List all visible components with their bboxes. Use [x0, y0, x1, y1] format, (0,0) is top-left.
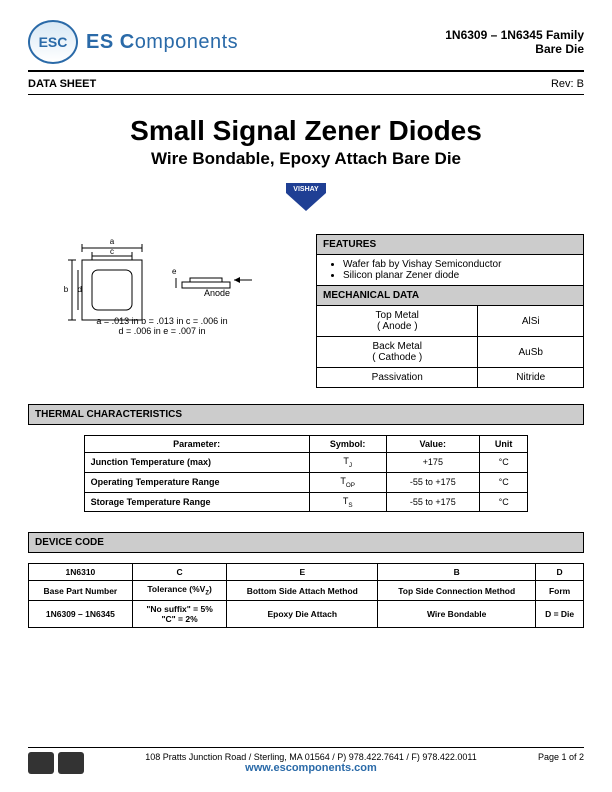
device-code-table: 1N6310 C E B D Base Part Number Toleranc… — [28, 563, 584, 628]
thermal-section-head: THERMAL CHARACTERISTICS — [28, 404, 584, 425]
svg-text:d: d — [78, 285, 82, 294]
header-bar: ESC ES Components 1N6309 – 1N6345 Family… — [28, 20, 584, 72]
footer-address: 108 Pratts Junction Road / Sterling, MA … — [84, 752, 538, 762]
title-block: Small Signal Zener Diodes Wire Bondable,… — [28, 115, 584, 169]
features-head: FEATURES — [317, 235, 584, 255]
svg-text:c: c — [110, 247, 114, 256]
page-footer: 108 Pratts Junction Road / Sterling, MA … — [28, 747, 584, 774]
device-code-section-head: DEVICE CODE — [28, 532, 584, 553]
table-row: 1N6310 C E B D — [29, 564, 584, 581]
table-row: Storage Temperature Range TS -55 to +175… — [84, 492, 528, 512]
footer-center: 108 Pratts Junction Road / Sterling, MA … — [84, 752, 538, 774]
svg-text:VISHAY: VISHAY — [293, 186, 319, 193]
features-body: Wafer fab by Vishay Semiconductor Silico… — [317, 255, 584, 286]
cert-badge-icon — [58, 752, 84, 774]
table-row: 1N6309 – 1N6345 "No suffix" = 5% "C" = 2… — [29, 601, 584, 628]
footer-url: www.escomponents.com — [84, 762, 538, 774]
features-mechanical-block: FEATURES Wafer fab by Vishay Semiconduct… — [316, 234, 584, 388]
table-row: Base Part Number Tolerance (%VZ) Bottom … — [29, 581, 584, 601]
mid-section: a c b d e Anode a = .01 — [28, 234, 584, 388]
table-row: Operating Temperature Range TOP -55 to +… — [84, 472, 528, 492]
table-header-row: Parameter: Symbol: Value: Unit — [84, 436, 528, 453]
anode-label: Anode — [204, 288, 244, 298]
part-family: 1N6309 – 1N6345 Family — [445, 28, 584, 42]
table-row: PassivationNitride — [317, 368, 584, 388]
feature-item: Wafer fab by Vishay Semiconductor — [343, 259, 577, 270]
svg-text:b: b — [64, 285, 69, 294]
company-name: ES Components — [86, 31, 238, 54]
logo-letters: ESC — [39, 34, 68, 50]
footer-badges — [28, 752, 84, 774]
vishay-logo-icon: VISHAY — [278, 179, 334, 215]
feature-item: Silicon planar Zener diode — [343, 270, 577, 281]
table-row: Back Metal ( Cathode )AuSb — [317, 337, 584, 368]
thermal-table: Parameter: Symbol: Value: Unit Junction … — [84, 435, 529, 512]
die-diagram-block: a c b d e Anode a = .01 — [28, 234, 296, 336]
table-row: Junction Temperature (max) TJ +175 °C — [84, 453, 528, 473]
svg-text:a: a — [110, 237, 115, 246]
features-table: FEATURES Wafer fab by Vishay Semiconduct… — [316, 234, 584, 388]
subheader-bar: DATA SHEET Rev: B — [28, 74, 584, 95]
revision-label: Rev: B — [551, 78, 584, 90]
page-number: Page 1 of 2 — [538, 752, 584, 762]
page-title: Small Signal Zener Diodes — [28, 115, 584, 147]
part-number-block: 1N6309 – 1N6345 Family Bare Die — [445, 28, 584, 56]
datasheet-label: DATA SHEET — [28, 78, 96, 90]
table-row: Top Metal ( Anode )AlSi — [317, 306, 584, 337]
cert-badge-icon — [28, 752, 54, 774]
company-logo-icon: ESC — [28, 20, 78, 64]
page-subtitle: Wire Bondable, Epoxy Attach Bare Die — [28, 149, 584, 169]
vishay-logo: VISHAY — [28, 179, 584, 220]
part-sub: Bare Die — [445, 42, 584, 56]
logo-block: ESC ES Components — [28, 20, 238, 64]
svg-text:e: e — [172, 267, 177, 276]
mechanical-head: MECHANICAL DATA — [317, 286, 584, 306]
